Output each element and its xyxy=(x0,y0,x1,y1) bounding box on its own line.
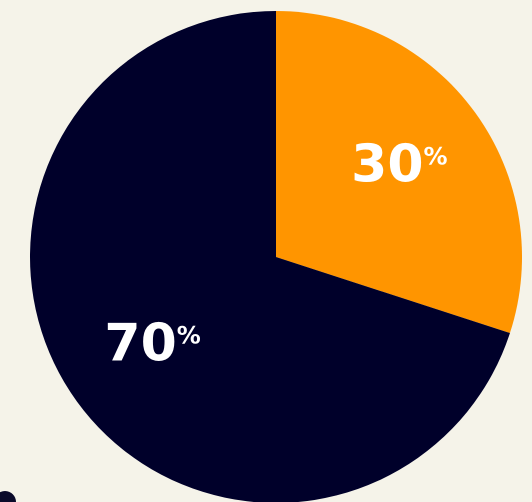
pie-slice-label-30: 30% xyxy=(351,134,447,194)
pie-labels: 30% 70% xyxy=(104,134,447,373)
pie-slice-30 xyxy=(276,11,522,334)
pie-slice-70 xyxy=(30,11,510,502)
pie-slices xyxy=(30,11,522,502)
pie-slice-label-70: 70% xyxy=(104,314,200,374)
decorative-dot xyxy=(0,491,16,502)
